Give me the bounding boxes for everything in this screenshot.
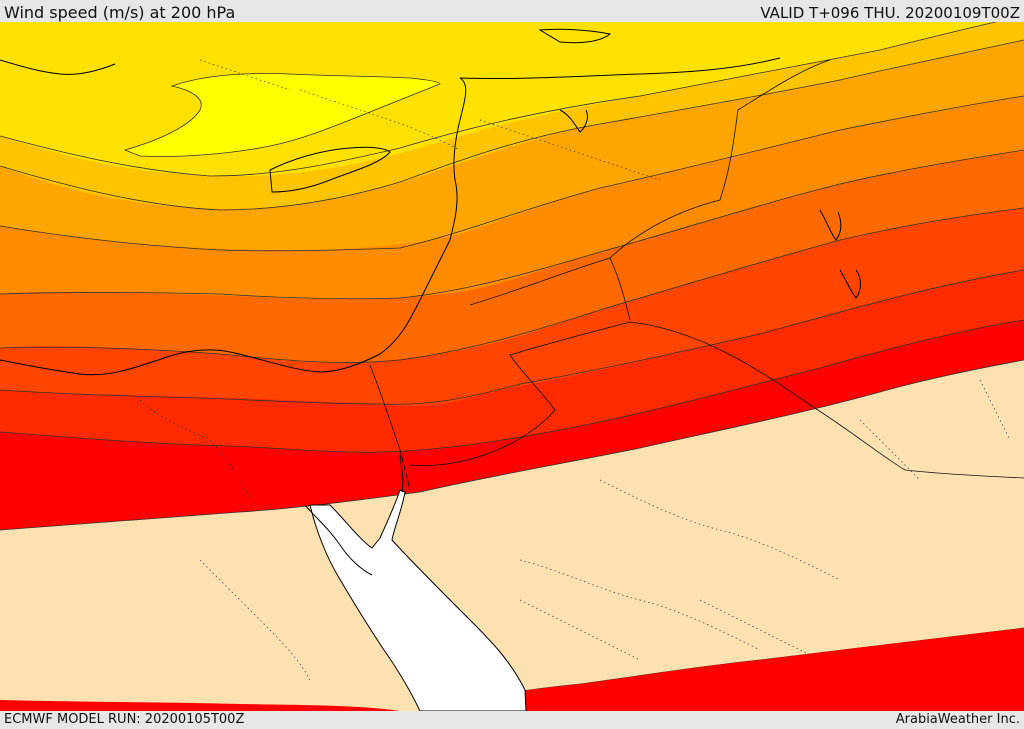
red-sea <box>309 489 527 711</box>
valid-time: VALID T+096 THU. 20200109T00Z <box>760 4 1020 22</box>
band-red-south-west <box>0 700 400 711</box>
credit: ArabiaWeather Inc. <box>895 712 1020 727</box>
footer-bar: ECMWF MODEL RUN: 20200105T00Z ArabiaWeat… <box>0 711 1024 729</box>
band-yellow-light <box>125 73 440 157</box>
coastlines <box>0 28 861 576</box>
map-title: Wind speed (m/s) at 200 hPa <box>4 3 236 22</box>
wind-speed-map <box>0 21 1024 711</box>
contour-lines <box>0 21 1024 711</box>
gulf-of-aqaba <box>399 454 404 493</box>
band-red-south <box>420 628 1024 711</box>
provincial-borders <box>139 59 1011 681</box>
header-bar: Wind speed (m/s) at 200 hPa VALID T+096 … <box>0 0 1024 22</box>
model-run: ECMWF MODEL RUN: 20200105T00Z <box>4 712 245 727</box>
political-borders <box>369 59 1024 491</box>
